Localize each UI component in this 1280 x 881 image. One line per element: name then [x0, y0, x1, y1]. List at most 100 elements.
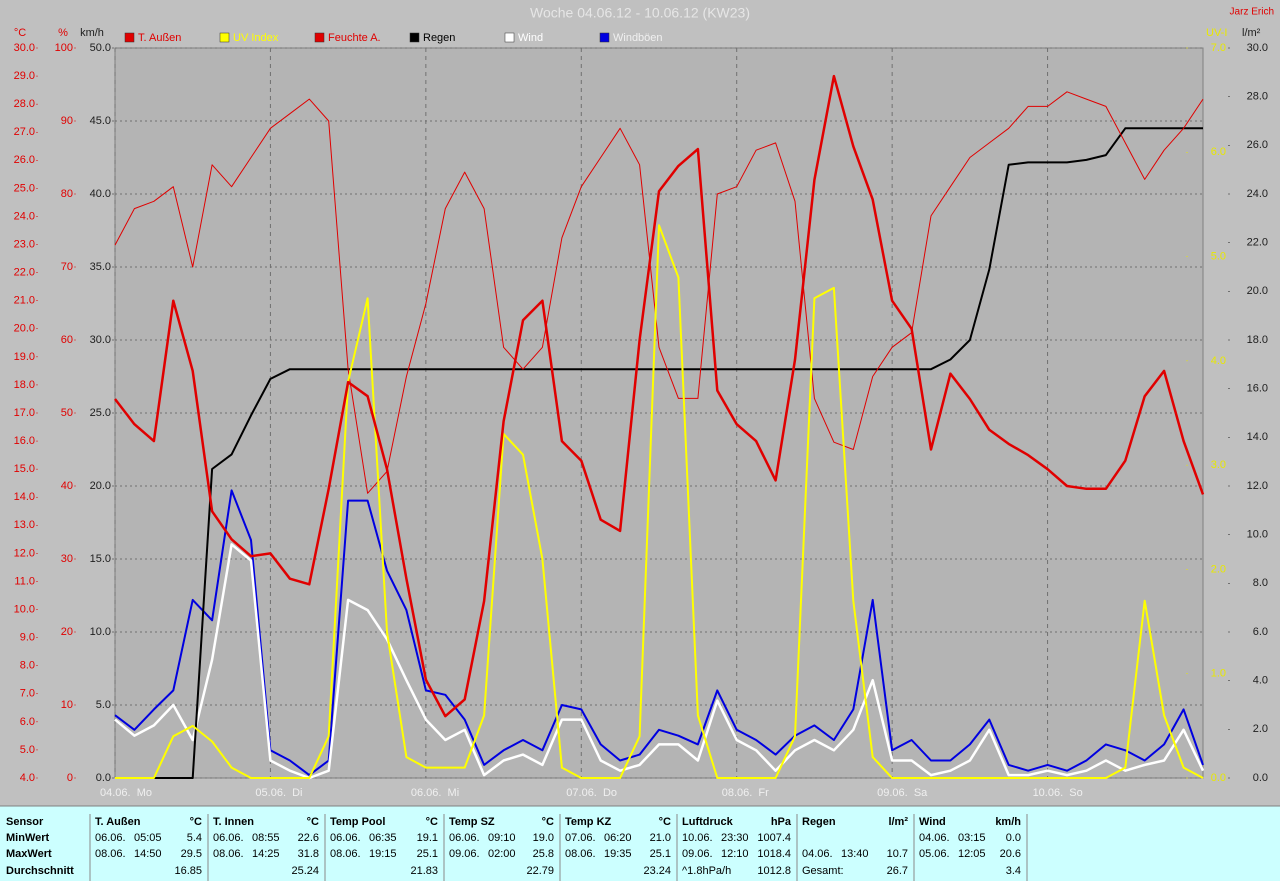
cell-value: 22.6	[298, 832, 319, 844]
legend-label: Regen	[423, 32, 455, 44]
cell-value: 3.4	[1006, 865, 1021, 877]
cell-value: 20.6	[1000, 848, 1021, 860]
y-tick-label: 7.0	[20, 688, 35, 700]
legend-swatch	[599, 32, 610, 43]
cell-text: 05.06.	[919, 848, 950, 860]
cell-text: 09.06.	[682, 848, 713, 860]
y-tick-label: 25.0	[90, 407, 111, 419]
y-tick-label: 100	[55, 42, 73, 54]
cell-text: 08.06.	[95, 848, 126, 860]
legend-swatch	[219, 32, 230, 43]
legend-label: Feuchte A.	[328, 32, 381, 44]
column-unit: °C	[426, 816, 438, 828]
column-unit: °C	[307, 816, 319, 828]
y-tick-label: 18.0	[1247, 334, 1268, 346]
y-tick-label: 30.0	[14, 42, 35, 54]
column-unit: km/h	[995, 816, 1021, 828]
y-tick-label: 5.0	[1211, 250, 1226, 262]
cell-time: 06:35	[369, 832, 397, 844]
y-tick-label: 40.0	[90, 188, 111, 200]
axis-unit: km/h	[80, 27, 104, 39]
column-title: Luftdruck	[682, 816, 734, 828]
series-line	[115, 224, 1204, 779]
cell-value: 5.4	[187, 832, 202, 844]
x-tick-label: 07.06. Do	[566, 787, 617, 799]
y-tick-label: 4.0	[1211, 355, 1226, 367]
y-tick-label: 1.0	[1211, 668, 1226, 680]
y-tick-label: 11.0	[14, 575, 35, 587]
y-tick-label: 30.0	[90, 334, 111, 346]
column-unit: °C	[659, 816, 671, 828]
y-tick-label: 19.0	[14, 351, 35, 363]
cell-text: 07.06.	[565, 832, 596, 844]
cell-time: 05:05	[134, 832, 162, 844]
y-tick-label: 2.0	[1253, 723, 1268, 735]
column-title: Temp KZ	[565, 816, 612, 828]
column-unit: °C	[542, 816, 554, 828]
cell-time: 19:15	[369, 848, 397, 860]
y-tick-label: 24.0	[1247, 188, 1268, 200]
y-tick-label: 40	[61, 480, 73, 492]
y-tick-label: 9.0	[20, 632, 35, 644]
y-tick-label: 16.0	[1247, 383, 1268, 395]
y-tick-label: 27.0	[14, 126, 35, 138]
cell-text: 06.06.	[95, 832, 126, 844]
legend-swatch	[504, 32, 515, 43]
cell-value: 22.79	[526, 865, 554, 877]
axis-unit: %	[58, 27, 68, 39]
y-tick-label: 50	[61, 407, 73, 419]
x-tick-label: 04.06. Mo	[100, 787, 152, 799]
column-title: Wind	[919, 816, 946, 828]
y-tick-label: 15.0	[90, 553, 111, 565]
cell-time: 06:20	[604, 832, 632, 844]
x-tick-label: 08.06. Fr	[722, 787, 769, 799]
y-tick-label: 24.0	[14, 210, 35, 222]
cell-time: 13:40	[841, 848, 869, 860]
y-tick-label: 6.0	[1253, 626, 1268, 638]
axis-unit: UV-I	[1206, 27, 1227, 39]
y-tick-label: 0	[67, 772, 73, 784]
y-tick-label: 90	[61, 115, 73, 127]
cell-time: 23:30	[721, 832, 749, 844]
chart-title: Woche 04.06.12 - 10.06.12 (KW23)	[530, 5, 750, 21]
cell-time: 12:10	[721, 848, 749, 860]
legend-label: T. Außen	[138, 32, 181, 44]
y-tick-label: 2.0	[1211, 563, 1226, 575]
y-tick-label: 8.0	[20, 660, 35, 672]
cell-text: 06.06.	[213, 832, 244, 844]
y-tick-label: 7.0	[1211, 42, 1226, 54]
cell-value: 10.7	[887, 848, 908, 860]
cell-value: 16.85	[174, 865, 202, 877]
x-tick-label: 06.06. Mi	[411, 787, 459, 799]
legend-swatch	[314, 32, 325, 43]
y-tick-label: 29.0	[14, 70, 35, 82]
x-tick-label: 05.06. Di	[255, 787, 302, 799]
y-tick-label: 4.0	[1253, 675, 1268, 687]
cell-value: 1007.4	[757, 832, 791, 844]
stats-table-body: Sensor MinWert MaxWert Durchschnitt T. Außen…	[0, 805, 1280, 881]
y-tick-label: 28.0	[14, 98, 35, 110]
cell-time: 14:50	[134, 848, 162, 860]
series-line	[115, 127, 1203, 779]
cell-value: 1018.4	[757, 848, 791, 860]
cell-value: 19.0	[533, 832, 554, 844]
y-tick-label: 8.0	[1253, 577, 1268, 589]
y-tick-label: 30	[61, 553, 73, 565]
cell-text: 08.06.	[565, 848, 596, 860]
cell-value: 25.24	[291, 865, 319, 877]
row-label: Durchschnitt	[6, 865, 74, 877]
x-tick-label: 09.06. Sa	[877, 787, 928, 799]
y-tick-label: 30.0	[1247, 42, 1268, 54]
cell-text: 04.06.	[919, 832, 950, 844]
column-title: Temp SZ	[449, 816, 495, 828]
cell-text: Gesamt:	[802, 865, 844, 877]
cell-time: 09:10	[488, 832, 516, 844]
column-unit: l/m²	[888, 816, 908, 828]
cell-value: 21.0	[650, 832, 671, 844]
cell-value: 25.1	[650, 848, 671, 860]
cell-text: 04.06.	[802, 848, 833, 860]
y-tick-label: 13.0	[14, 519, 35, 531]
legend-label: Windböen	[613, 32, 663, 44]
axis-unit: l/m²	[1242, 27, 1261, 39]
cell-value: 23.24	[643, 865, 671, 877]
